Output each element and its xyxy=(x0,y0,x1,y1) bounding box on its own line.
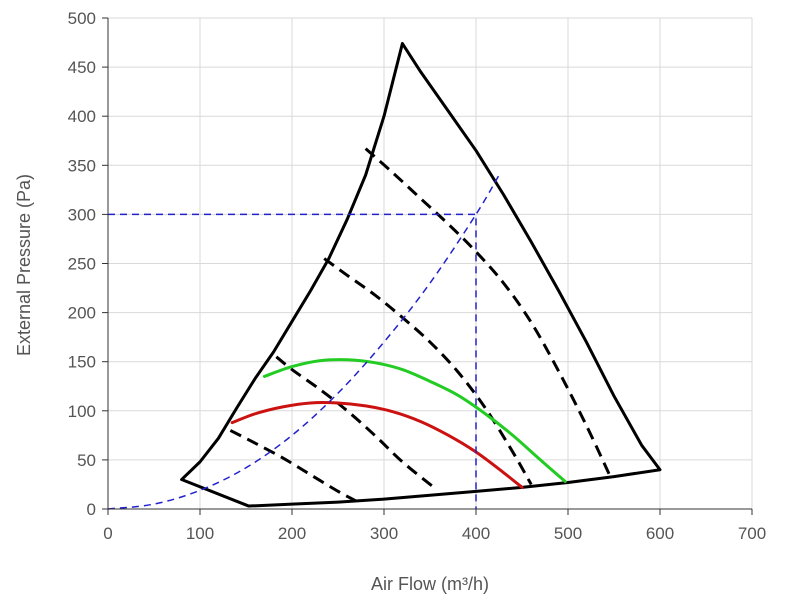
y-tick-label: 350 xyxy=(68,156,96,175)
y-tick-label: 450 xyxy=(68,58,96,77)
y-tick-label: 400 xyxy=(68,107,96,126)
x-tick-label: 100 xyxy=(186,524,214,543)
axis-layer: 0 100 200 300 400 500 600 700 0 50 100 150 200 250 300… xyxy=(68,9,767,543)
series-layer xyxy=(107,42,662,510)
x-tick-label: 200 xyxy=(278,524,306,543)
reference-line xyxy=(107,174,500,510)
x-axis-title: Air Flow (m³/h) xyxy=(371,574,489,594)
x-tick-label: 400 xyxy=(462,524,490,543)
y-tick-label: 300 xyxy=(68,205,96,224)
fan-speed-curve-line xyxy=(275,355,438,491)
operating-envelope-line xyxy=(180,42,662,508)
performance-curve-line xyxy=(230,401,524,489)
x-tick-label: 700 xyxy=(738,524,766,543)
fan-speed-curve-line xyxy=(229,429,358,503)
x-tick-label: 0 xyxy=(103,524,112,543)
x-tick-label: 300 xyxy=(370,524,398,543)
x-tick-label: 600 xyxy=(646,524,674,543)
y-tick-label: 0 xyxy=(87,500,96,519)
fan-speed-curve-line xyxy=(323,257,533,486)
y-tick-label: 50 xyxy=(77,451,96,470)
y-tick-label: 500 xyxy=(68,9,96,28)
y-tick-label: 100 xyxy=(68,402,96,421)
grid-layer xyxy=(108,17,753,509)
reference-line xyxy=(108,213,477,509)
y-tick-label: 250 xyxy=(68,255,96,274)
y-tick-label: 200 xyxy=(68,304,96,323)
y-tick-label: 150 xyxy=(68,353,96,372)
fan-speed-curve-line xyxy=(364,147,611,476)
x-tick-label: 500 xyxy=(554,524,582,543)
y-axis-title: External Pressure (Pa) xyxy=(14,174,34,356)
performance-curve-line xyxy=(262,358,567,484)
